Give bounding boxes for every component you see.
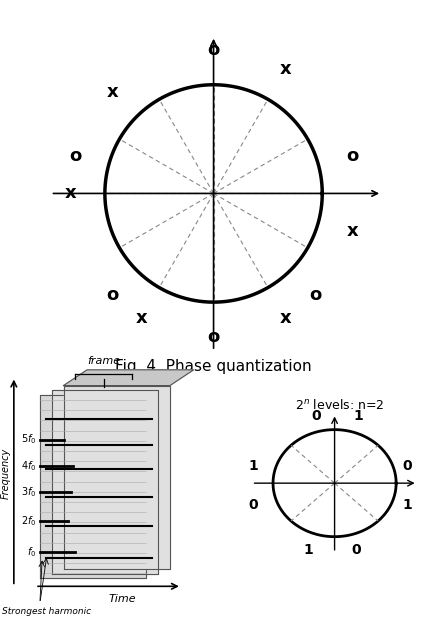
Text: 1: 1: [402, 497, 412, 512]
Text: o: o: [208, 41, 220, 59]
Text: Time: Time: [109, 595, 137, 605]
Text: $f_0$: $f_0$: [27, 545, 36, 559]
Polygon shape: [52, 390, 158, 573]
Text: Fig. 4. Phase quantization: Fig. 4. Phase quantization: [115, 359, 312, 374]
Text: o: o: [208, 328, 220, 346]
Text: x: x: [279, 60, 291, 78]
Text: Strongest harmonic: Strongest harmonic: [2, 607, 92, 616]
Text: x: x: [64, 185, 76, 202]
Text: $2^n$ levels: n=2: $2^n$ levels: n=2: [295, 397, 385, 411]
Text: o: o: [309, 286, 321, 304]
Text: $5f_0$: $5f_0$: [21, 432, 36, 446]
Text: $2f_0$: $2f_0$: [21, 514, 36, 528]
Text: 0: 0: [311, 409, 321, 423]
Text: frame: frame: [87, 356, 120, 366]
Text: 0: 0: [248, 497, 258, 512]
Text: $4f_0$: $4f_0$: [21, 459, 36, 472]
Text: x: x: [106, 83, 118, 101]
Text: 1: 1: [303, 543, 313, 557]
Polygon shape: [64, 370, 194, 386]
Text: x: x: [346, 222, 358, 240]
Text: Frequency: Frequency: [0, 448, 11, 499]
Polygon shape: [64, 386, 170, 569]
Text: 0: 0: [402, 459, 412, 473]
Polygon shape: [40, 395, 146, 578]
Text: o: o: [346, 147, 358, 165]
Text: 1: 1: [248, 459, 258, 473]
Text: 0: 0: [351, 543, 361, 557]
Text: 1: 1: [354, 409, 364, 423]
Text: $3f_0$: $3f_0$: [21, 485, 36, 499]
Text: o: o: [106, 286, 118, 304]
Text: x: x: [279, 309, 291, 327]
Text: x: x: [136, 309, 148, 327]
Text: o: o: [69, 147, 81, 165]
